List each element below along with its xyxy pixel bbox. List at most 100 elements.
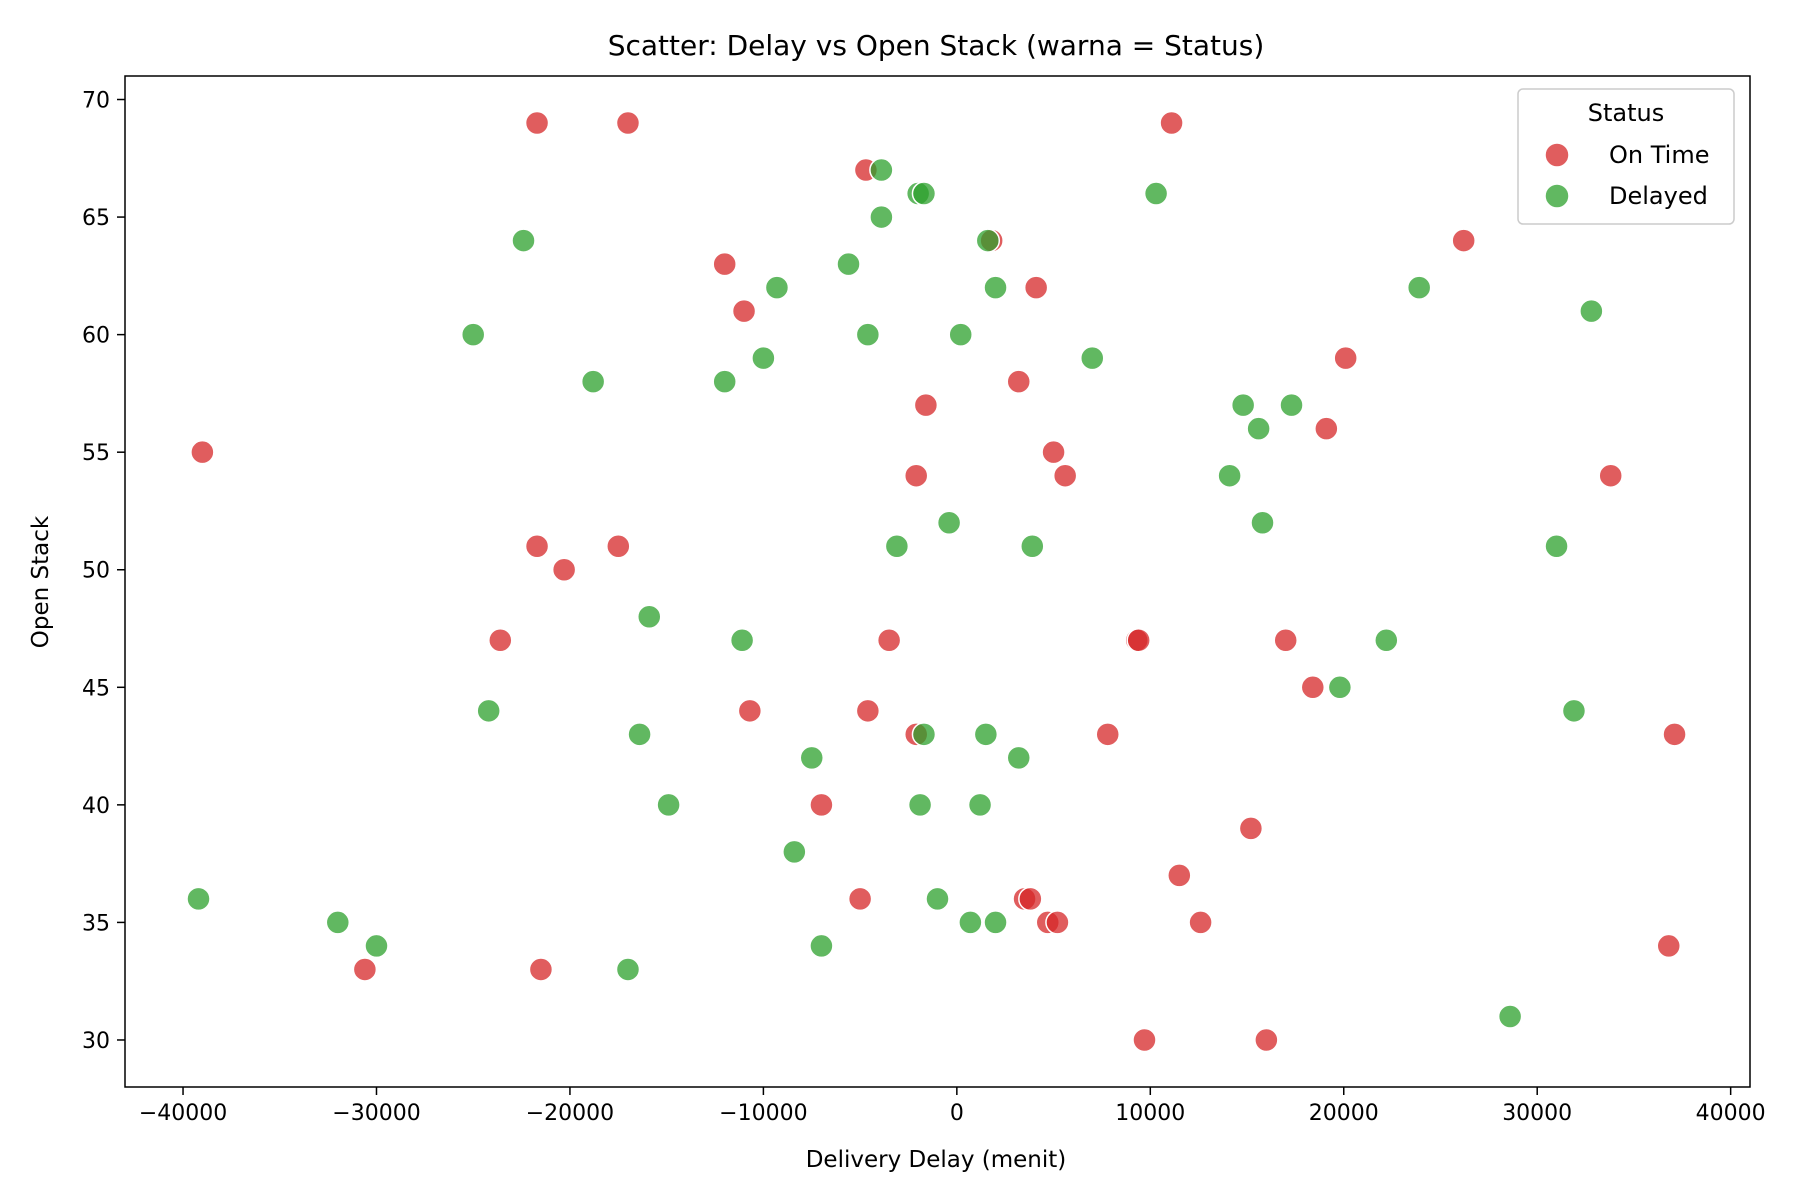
point-delayed	[809, 933, 834, 959]
y-tick-label: 70	[82, 89, 110, 114]
x-tick-label: 30000	[1502, 1101, 1572, 1126]
point-on-time	[1045, 910, 1070, 935]
point-on-time	[809, 792, 834, 818]
point-delayed	[1561, 698, 1587, 724]
point-delayed	[869, 204, 894, 230]
point-delayed	[948, 322, 973, 347]
point-delayed	[1080, 345, 1105, 371]
point-delayed	[983, 910, 1008, 935]
point-delayed	[983, 275, 1008, 300]
point-on-time	[551, 557, 577, 582]
point-delayed	[729, 628, 755, 653]
y-tick-label: 55	[82, 441, 110, 466]
x-tick-label: −30000	[332, 1101, 420, 1126]
y-tick-label: 60	[82, 324, 110, 349]
point-on-time	[1333, 345, 1358, 371]
point-on-time	[731, 298, 757, 324]
point-delayed	[1006, 745, 1031, 771]
point-delayed	[364, 933, 389, 959]
point-delayed	[656, 792, 681, 818]
point-delayed	[1406, 275, 1432, 300]
x-tick-label: 20000	[1309, 1101, 1379, 1126]
point-on-time	[1188, 910, 1213, 935]
point-on-time	[524, 110, 550, 136]
x-axis-label: Delivery Delay (menit)	[806, 1147, 1067, 1173]
legend-marker-delayed	[1544, 183, 1570, 209]
point-delayed	[186, 886, 211, 912]
x-tick-label: −40000	[139, 1101, 227, 1126]
point-delayed	[1497, 1004, 1523, 1029]
x-axis: −40000 −30000 −20000 −10000 0 10000 20000 30000…	[139, 1087, 1766, 1126]
point-on-time	[488, 628, 513, 653]
point-delayed	[637, 604, 662, 630]
point-delayed	[627, 722, 652, 747]
point-delayed	[1020, 533, 1045, 559]
data-points	[186, 110, 1687, 1053]
point-on-time	[1041, 439, 1066, 465]
point-on-time	[615, 110, 641, 136]
point-delayed	[476, 698, 501, 724]
point-delayed	[1143, 181, 1169, 206]
point-delayed	[1374, 628, 1399, 653]
point-delayed	[975, 228, 1001, 253]
legend: Status On Time Delayed	[1517, 88, 1735, 225]
y-tick-label: 30	[82, 1029, 110, 1054]
point-delayed	[1250, 510, 1275, 535]
point-delayed	[799, 745, 825, 771]
legend-marker-on-time	[1544, 142, 1570, 168]
point-on-time	[1132, 1027, 1157, 1053]
point-on-time	[1023, 275, 1049, 300]
point-on-time	[1662, 722, 1687, 747]
point-delayed	[1217, 463, 1242, 488]
point-delayed	[764, 275, 790, 300]
point-on-time	[1052, 463, 1078, 488]
point-delayed	[884, 533, 910, 559]
point-delayed	[973, 722, 999, 747]
point-on-time	[1314, 416, 1339, 441]
point-delayed	[967, 792, 993, 818]
point-on-time	[855, 698, 881, 724]
point-delayed	[925, 886, 950, 912]
y-tick-label: 65	[82, 206, 110, 231]
point-delayed	[325, 910, 351, 935]
x-tick-label: 40000	[1696, 1101, 1766, 1126]
point-on-time	[352, 957, 378, 982]
x-tick-label: −20000	[526, 1101, 614, 1126]
point-delayed	[936, 510, 962, 535]
point-delayed	[511, 228, 536, 253]
legend-label-on-time: On Time	[1609, 141, 1709, 169]
point-on-time	[1018, 886, 1043, 912]
point-on-time	[847, 886, 873, 912]
point-delayed	[580, 369, 606, 394]
point-on-time	[1126, 628, 1151, 653]
point-delayed	[460, 322, 486, 347]
y-axis-label: Open Stack	[28, 515, 54, 648]
point-delayed	[911, 722, 937, 747]
point-on-time	[1300, 675, 1326, 700]
point-on-time	[1095, 722, 1120, 747]
point-on-time	[1159, 110, 1184, 136]
point-delayed	[1579, 298, 1604, 324]
point-on-time	[1167, 863, 1192, 888]
point-on-time	[1656, 933, 1681, 959]
point-on-time	[1006, 369, 1031, 394]
x-tick-label: 0	[950, 1101, 964, 1126]
point-delayed	[855, 322, 881, 347]
point-delayed	[907, 792, 933, 818]
point-delayed	[836, 251, 861, 277]
x-tick-label: −10000	[719, 1101, 807, 1126]
y-axis: 30 35 40 45 50 55 60 65 70	[82, 89, 125, 1054]
point-on-time	[190, 439, 215, 465]
point-delayed	[958, 910, 983, 935]
point-on-time	[528, 957, 554, 982]
point-delayed	[782, 839, 807, 865]
point-delayed	[751, 345, 776, 371]
point-on-time	[1598, 463, 1623, 488]
point-delayed	[615, 957, 641, 982]
legend-title: Status	[1588, 99, 1664, 127]
point-on-time	[737, 698, 763, 724]
point-delayed	[1279, 392, 1304, 418]
y-tick-label: 35	[82, 911, 110, 936]
